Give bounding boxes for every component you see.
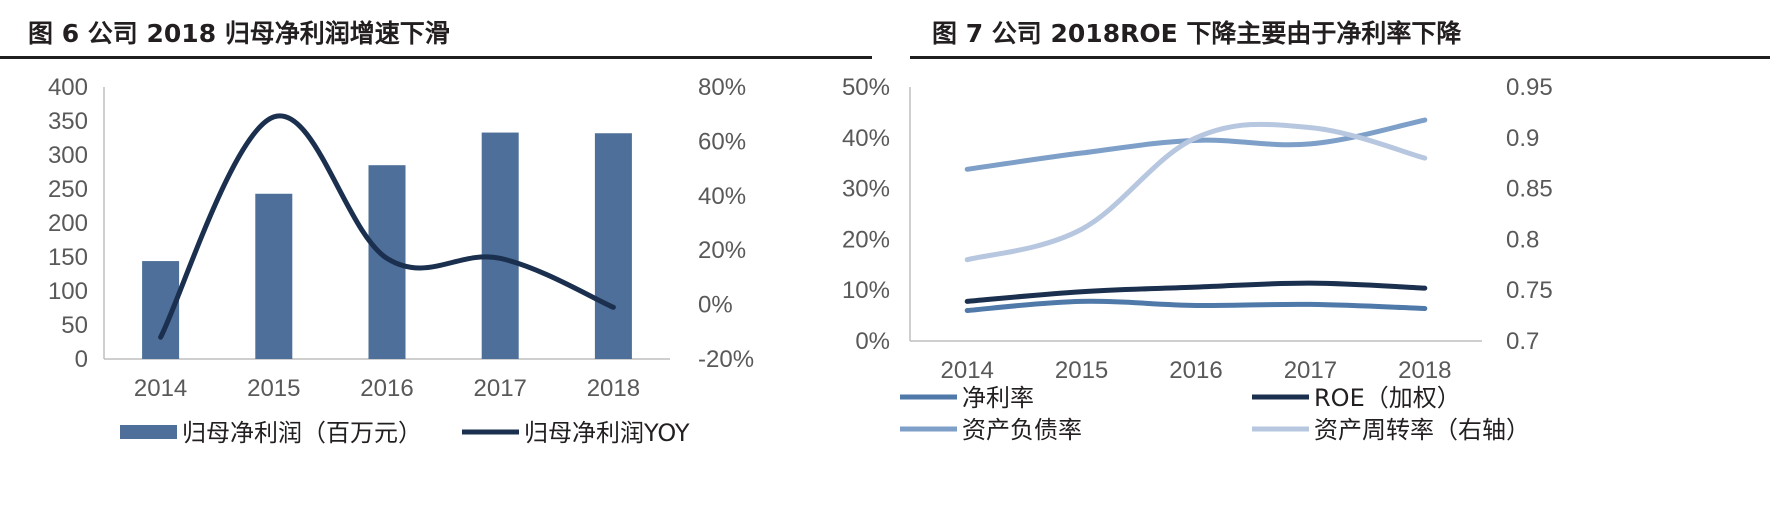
legend-label: 资产负债率 <box>962 416 1082 444</box>
bar <box>481 132 519 359</box>
right-axis-tick-label: 80% <box>698 74 746 101</box>
figure-6-panel: 图 6 公司 2018 归母净利润增速下滑 0 50 100 150 200 250 300… <box>0 0 880 524</box>
left-axis-tick-label: 200 <box>48 210 88 237</box>
left-axis-tick-label: 0% <box>855 328 890 355</box>
left-axis-tick-label: 150 <box>48 244 88 271</box>
right-axis-tick-label: 20% <box>698 237 746 264</box>
left-axis-tick-label: 50 <box>61 312 88 339</box>
figure-6-title-rule <box>0 56 872 59</box>
x-axis-tick-label: 2016 <box>1169 357 1222 384</box>
series-line <box>964 298 1428 314</box>
x-axis-tick-label: 2014 <box>941 357 994 384</box>
series-line <box>964 121 1428 263</box>
right-axis-tick-label: 0.95 <box>1506 74 1553 101</box>
left-axis-tick-label: 300 <box>48 142 88 169</box>
legend-label-bar: 归母净利润（百万元） <box>182 419 422 447</box>
x-axis-tick-label: 2014 <box>134 375 187 402</box>
yoy-line <box>158 113 616 340</box>
legend-label: 资产周转率（右轴） <box>1314 416 1530 444</box>
left-axis-tick-label: 50% <box>842 74 890 101</box>
bar <box>594 133 632 359</box>
left-axis-tick-label: 30% <box>842 176 890 203</box>
right-axis-tick-label: 0.7 <box>1506 328 1539 355</box>
figure-6-title: 图 6 公司 2018 归母净利润增速下滑 <box>28 19 450 48</box>
figure-7-title: 图 7 公司 2018ROE 下降主要由于净利率下降 <box>932 19 1462 48</box>
right-axis-tick-label: 0.75 <box>1506 277 1553 304</box>
figure-7-title-rule <box>910 56 1770 59</box>
x-axis-tick-label: 2016 <box>360 375 413 402</box>
x-axis-tick-label: 2017 <box>474 375 527 402</box>
series-line <box>964 117 1428 172</box>
legend-swatch-bar <box>120 425 177 439</box>
legend-label: 净利率 <box>962 384 1034 412</box>
left-axis-tick-label: 20% <box>842 226 890 253</box>
right-axis-tick-label: 0% <box>698 292 733 319</box>
figure-6-chart: 0 50 100 150 200 250 300 350 400 -20% 0% 20% 40% 60% 8… <box>48 74 754 447</box>
left-axis-tick-label: 10% <box>842 277 890 304</box>
left-axis-tick-label: 250 <box>48 176 88 203</box>
x-axis-tick-label: 2018 <box>587 375 640 402</box>
bar <box>255 193 293 359</box>
x-axis-tick-label: 2018 <box>1398 357 1451 384</box>
x-axis-tick-label: 2017 <box>1284 357 1337 384</box>
figure-7-chart: 0% 10% 20% 30% 40% 50% 0.7 0.75 0.8 0.85 0.9 0.95 20… <box>842 74 1553 444</box>
right-axis-tick-label: 0.9 <box>1506 125 1539 152</box>
left-axis-tick-label: 40% <box>842 125 890 152</box>
right-axis-tick-label: 0.85 <box>1506 176 1553 203</box>
series-line <box>964 280 1428 304</box>
right-axis-tick-label: 0.8 <box>1506 226 1539 253</box>
legend-label-line: 归母净利润YOY <box>524 419 690 447</box>
right-axis-tick-label: 40% <box>698 183 746 210</box>
x-axis-tick-label: 2015 <box>247 375 300 402</box>
x-axis-tick-label: 2015 <box>1055 357 1108 384</box>
right-axis-tick-label: 60% <box>698 128 746 155</box>
left-axis-tick-label: 350 <box>48 108 88 135</box>
legend-label: ROE（加权） <box>1314 384 1461 412</box>
left-axis-tick-label: 0 <box>75 346 88 373</box>
left-axis-tick-label: 100 <box>48 278 88 305</box>
figure-7-panel: 图 7 公司 2018ROE 下降主要由于净利率下降 0% 10% 20% 30% 40… <box>842 0 1770 524</box>
left-axis-tick-label: 400 <box>48 74 88 101</box>
right-axis-tick-label: -20% <box>698 346 754 373</box>
